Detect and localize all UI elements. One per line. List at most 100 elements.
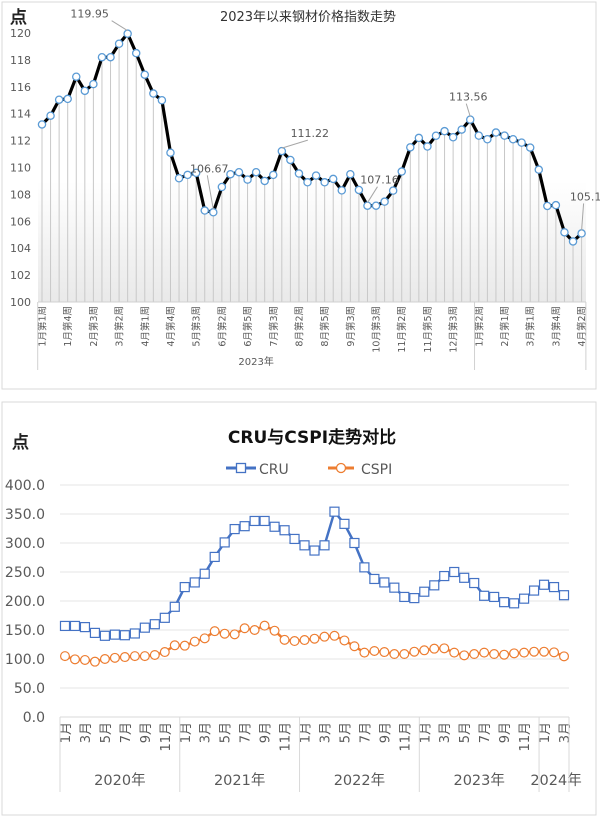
data-point xyxy=(457,125,466,134)
x-tick-label: 1月 xyxy=(299,722,314,743)
x-tick-label: 1月第4周 xyxy=(62,306,74,347)
y-tick-label: 118 xyxy=(10,54,31,67)
data-point xyxy=(123,29,132,38)
data-point xyxy=(89,656,100,667)
data-label: 107.16 xyxy=(360,174,399,187)
legend-item-cspi[interactable]: CSPI xyxy=(328,462,392,478)
data-point xyxy=(414,133,424,143)
data-point xyxy=(509,648,520,659)
data-point xyxy=(303,178,312,187)
data-point xyxy=(289,533,300,545)
data-point xyxy=(319,631,330,642)
data-point xyxy=(379,577,390,588)
x-tick-label: 10月第3周 xyxy=(371,306,383,353)
x-tick-label: 11月 xyxy=(518,722,533,752)
data-point xyxy=(63,94,72,104)
data-point xyxy=(449,647,460,658)
x-tick-label: 3月 xyxy=(438,722,453,743)
x-tick-label: 11月 xyxy=(398,722,413,752)
data-point xyxy=(548,581,560,593)
data-point xyxy=(423,142,432,151)
data-point xyxy=(329,506,340,517)
data-point xyxy=(54,95,64,104)
data-point xyxy=(199,633,210,644)
data-point xyxy=(491,128,501,137)
data-point xyxy=(183,170,192,180)
data-point xyxy=(568,237,578,246)
data-point xyxy=(59,620,71,632)
data-point xyxy=(226,169,235,179)
data-point xyxy=(369,573,380,585)
data-point xyxy=(209,208,218,217)
x-tick-label: 6月第5周 xyxy=(242,306,254,347)
y-tick-label: 100 xyxy=(10,296,31,309)
x-tick-label: 3月第1周 xyxy=(525,306,537,347)
data-point xyxy=(459,572,470,583)
data-point xyxy=(200,206,209,215)
group-label: 2024年 xyxy=(530,772,581,789)
x-tick-label: 4月第4周 xyxy=(165,306,177,347)
data-point xyxy=(179,581,190,593)
data-point xyxy=(217,182,227,192)
data-point xyxy=(329,630,340,641)
data-point xyxy=(349,641,360,652)
data-point xyxy=(209,551,220,563)
data-point xyxy=(80,86,90,96)
x-tick-label: 12月第3周 xyxy=(448,306,460,353)
data-point xyxy=(129,651,140,662)
annotation-leader xyxy=(465,103,471,117)
data-point xyxy=(129,628,140,639)
data-point xyxy=(539,646,550,657)
data-point xyxy=(79,654,90,665)
chart-frame xyxy=(1,401,597,816)
data-point xyxy=(79,621,91,633)
x-tick-label: 9月 xyxy=(139,722,154,743)
data-point xyxy=(119,630,130,641)
group-label: 2023年 xyxy=(453,772,504,789)
data-point xyxy=(69,620,81,632)
data-point xyxy=(229,523,240,535)
x-tick-label: 1月第2周 xyxy=(473,306,485,347)
x-tick-label: 11月 xyxy=(279,722,294,752)
data-point xyxy=(106,52,115,62)
data-point xyxy=(109,652,120,663)
data-point xyxy=(419,586,430,597)
steel-index-chart: 点 2023年以来钢材价格指数走势 100 102 104 106 108 110 112 1… xyxy=(1,1,600,390)
data-point xyxy=(189,577,200,588)
x-tick-label: 5月第3周 xyxy=(191,306,203,347)
data-point xyxy=(489,649,500,660)
x-tick-label: 4月第1周 xyxy=(139,306,151,347)
annotation-leader xyxy=(367,186,378,203)
legend-item-cru[interactable]: CRU xyxy=(226,462,289,478)
x-tick-label: 7月 xyxy=(239,722,254,743)
data-point xyxy=(320,178,329,187)
data-point xyxy=(259,515,270,527)
data-point xyxy=(354,185,364,195)
x-tick-label: 1月 xyxy=(59,722,74,743)
data-point xyxy=(380,197,389,206)
data-point xyxy=(249,515,260,527)
legend-label: CSPI xyxy=(361,462,392,478)
data-point xyxy=(299,540,310,551)
square-marker-icon xyxy=(235,462,247,474)
data-point xyxy=(483,135,492,144)
annotation-leader xyxy=(281,139,308,149)
data-point xyxy=(209,626,220,637)
x-tick-label: 1月 xyxy=(418,722,433,743)
data-point xyxy=(508,135,518,144)
data-point xyxy=(328,174,338,184)
data-point xyxy=(479,590,490,601)
data-point xyxy=(309,545,320,556)
data-point xyxy=(399,591,410,603)
data-point xyxy=(339,635,350,646)
data-point xyxy=(159,612,170,623)
data-point xyxy=(259,620,270,631)
data-point xyxy=(371,201,381,210)
data-point xyxy=(277,146,287,156)
y-axis-unit: 点 xyxy=(12,432,29,453)
index-line xyxy=(40,32,583,244)
data-point xyxy=(239,623,250,634)
y-tick-label: 0.0 xyxy=(23,710,45,726)
data-point xyxy=(249,624,260,635)
series-cspi xyxy=(59,620,570,667)
